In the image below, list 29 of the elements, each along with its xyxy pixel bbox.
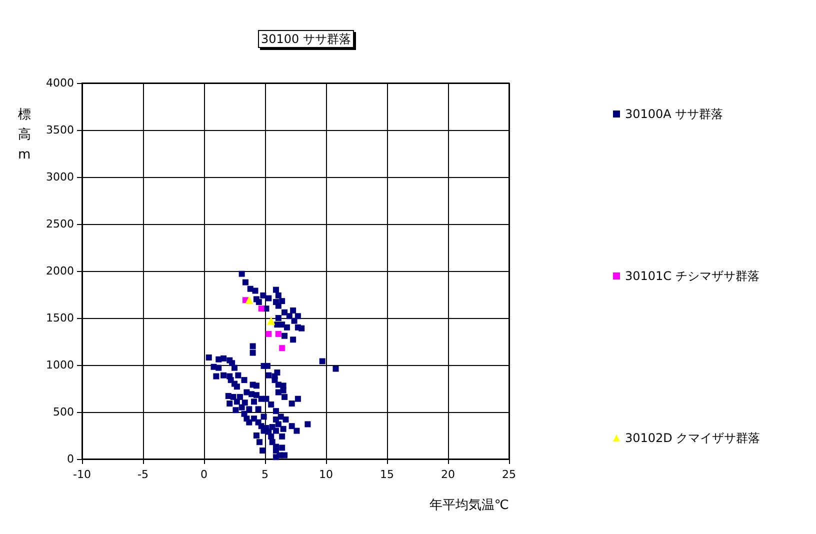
point <box>279 345 286 352</box>
x-tick-label: 10 <box>319 468 333 481</box>
x-tick-label: 5 <box>262 468 268 481</box>
y-tick-label: 2000 <box>46 264 74 278</box>
x-tick-label: -10 <box>73 468 91 481</box>
point <box>275 330 282 337</box>
legend-label: 30100A ササ群落 <box>625 107 724 121</box>
y-tick-label: 3000 <box>46 170 74 184</box>
y-tick-label: 2500 <box>46 218 74 230</box>
x-tick-label: 25 <box>502 468 516 481</box>
y-tick-label: 1500 <box>46 312 74 324</box>
x-tick-label: -5 <box>138 468 148 481</box>
point <box>245 296 254 304</box>
point <box>267 316 276 325</box>
y-tick-label: 3500 <box>46 124 74 136</box>
x-tick-label: 15 <box>380 468 394 481</box>
x-tick-label: 0 <box>200 468 208 481</box>
y-tick-label: 1000 <box>46 358 74 372</box>
point <box>258 306 264 312</box>
x-axis-title: 年平均気温℃ <box>429 498 509 513</box>
legend-label: 30101C チシマザサ群落 <box>625 269 760 283</box>
y-axis-title: 標高m <box>18 108 31 162</box>
x-tick-label: 20 <box>441 468 455 481</box>
chart-title: 30100 ササ群落 <box>261 32 351 46</box>
point <box>266 330 272 337</box>
y-tick-label: 0 <box>67 452 74 466</box>
y-tick-label: 500 <box>53 406 74 418</box>
y-tick-label: 4000 <box>46 76 74 90</box>
legend-label: 30102D クマイザサ群落 <box>625 431 760 445</box>
